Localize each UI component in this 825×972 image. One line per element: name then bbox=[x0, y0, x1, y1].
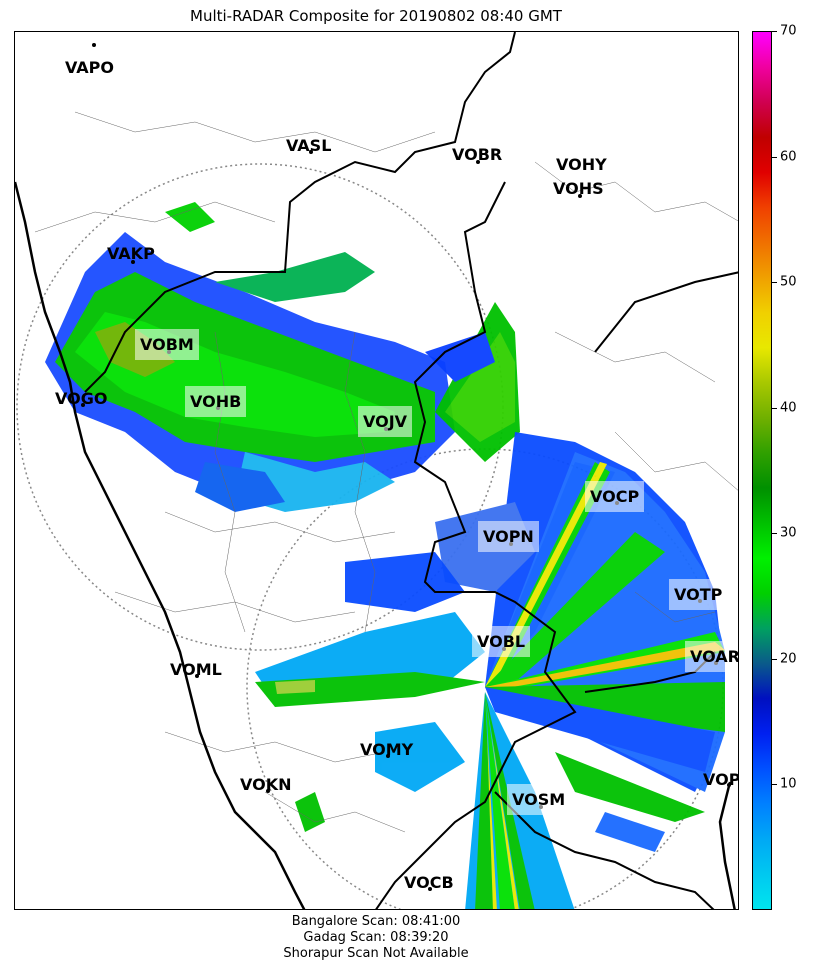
station-label-vosm[interactable]: VOSM bbox=[507, 784, 571, 815]
station-label-vobm[interactable]: VOBM bbox=[135, 329, 199, 360]
station-label-voml[interactable]: VOML bbox=[170, 660, 222, 679]
colorbar-tick bbox=[772, 407, 777, 409]
colorbar-tick bbox=[772, 156, 777, 158]
north-sector bbox=[425, 302, 520, 462]
colorbar-tick bbox=[772, 784, 777, 786]
colorbar-tick-label: 60 bbox=[780, 149, 797, 165]
colorbar-tick-label: 70 bbox=[780, 23, 797, 39]
colorbar-tick-label: 40 bbox=[780, 400, 797, 416]
station-label-vogo[interactable]: VOGO bbox=[55, 389, 108, 408]
bangalore-scan-status: Bangalore Scan: 08:41:00 bbox=[291, 914, 461, 929]
colorbar-tick-label: 30 bbox=[780, 525, 797, 541]
scan-status: Bangalore Scan: 08:41:00 Gadag Scan: 08:… bbox=[0, 914, 752, 962]
map-title: Multi-RADAR Composite for 20190802 08:40… bbox=[190, 7, 562, 25]
colorbar-tick bbox=[772, 31, 777, 32]
station-marker bbox=[578, 194, 582, 198]
bangalore-sector bbox=[435, 432, 725, 792]
radar-composite-layer bbox=[15, 32, 738, 909]
station-marker bbox=[81, 403, 85, 407]
station-label-vocp[interactable]: VOCP bbox=[585, 481, 645, 512]
radar-map[interactable]: VAPO VASL VOBR VOHY VOHS VAKP VOBM VOGO VOHB VOJV… bbox=[14, 31, 739, 910]
station-label-vomy[interactable]: VOMY bbox=[360, 740, 414, 759]
station-label-vakp[interactable]: VAKP bbox=[107, 244, 155, 263]
station-label-vobl[interactable]: VOBL bbox=[472, 626, 531, 657]
station-label-vojv[interactable]: VOJV bbox=[358, 406, 413, 437]
station-label-vobr[interactable]: VOBR bbox=[452, 145, 503, 164]
station-label-voar[interactable]: VOAR bbox=[685, 641, 738, 672]
station-marker bbox=[386, 754, 390, 758]
colorbar-tick bbox=[772, 533, 777, 535]
station-marker bbox=[428, 887, 432, 891]
station-marker bbox=[476, 160, 480, 164]
colorbar-tick-label: 50 bbox=[780, 274, 797, 290]
gadag-scan-status: Gadag Scan: 08:39:20 bbox=[303, 930, 449, 945]
station-label-vasl[interactable]: VASL bbox=[286, 136, 332, 155]
station-marker bbox=[727, 783, 731, 787]
coastline bbox=[15, 181, 306, 909]
colorbar-tick bbox=[772, 282, 777, 284]
station-label-vohy[interactable]: VOHY bbox=[556, 155, 607, 174]
colorbar-tick bbox=[772, 658, 777, 660]
station-label-vohs[interactable]: VOHS bbox=[553, 179, 604, 198]
west-echoes bbox=[255, 552, 485, 832]
station-label-vokn[interactable]: VOKN bbox=[240, 775, 292, 794]
station-marker bbox=[131, 260, 135, 264]
colorbar bbox=[752, 31, 772, 910]
station-marker bbox=[309, 150, 313, 154]
east-coastline bbox=[718, 781, 736, 909]
station-label-vapo[interactable]: VAPO bbox=[65, 58, 115, 77]
station-label-vohb[interactable]: VOHB bbox=[185, 386, 247, 417]
station-marker bbox=[92, 43, 96, 47]
station-label-vopc[interactable]: VOPC bbox=[703, 770, 738, 789]
station-marker bbox=[195, 674, 199, 678]
station-label-votp[interactable]: VOTP bbox=[669, 579, 728, 610]
station-label-vocb[interactable]: VOCB bbox=[404, 873, 454, 892]
colorbar-tick-label: 20 bbox=[780, 651, 797, 667]
station-marker bbox=[266, 789, 270, 793]
shorapur-scan-status: Shorapur Scan Not Available bbox=[283, 946, 469, 961]
station-label-vopn[interactable]: VOPN bbox=[478, 521, 539, 552]
colorbar-tick-label: 10 bbox=[780, 776, 797, 792]
